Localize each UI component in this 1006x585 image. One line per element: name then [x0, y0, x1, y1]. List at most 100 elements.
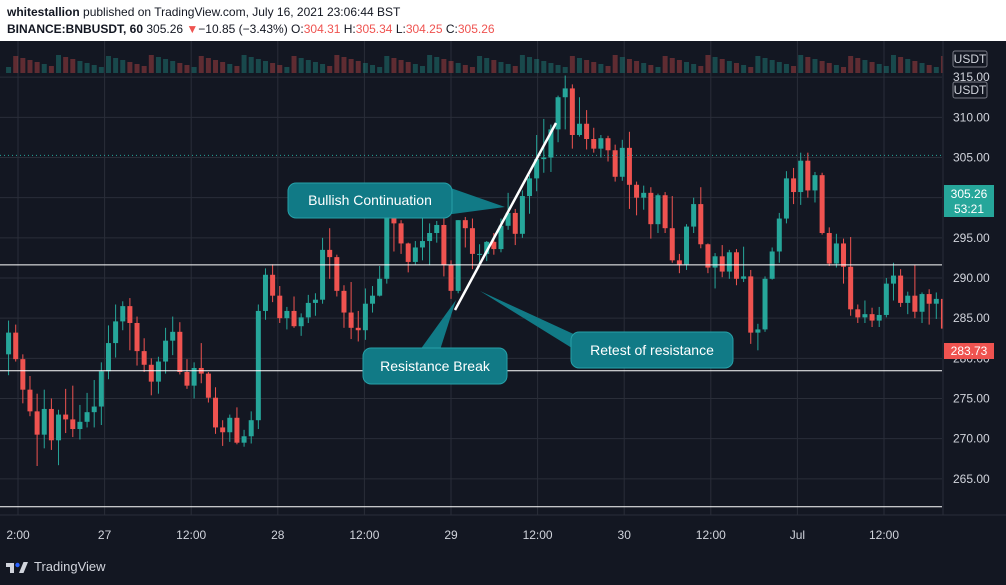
candle-body	[48, 408, 54, 441]
candle-body	[605, 138, 611, 151]
candle-body	[676, 260, 682, 265]
volume-bar	[20, 58, 26, 73]
candle-body	[684, 226, 690, 265]
volume-bar	[662, 56, 668, 73]
volume-bar	[91, 65, 97, 73]
volume-bar	[120, 60, 126, 73]
volume-bar	[898, 57, 904, 73]
candle-body	[305, 302, 311, 318]
volume-bar	[234, 66, 240, 73]
candle-body	[562, 88, 568, 98]
candle-body	[341, 290, 347, 313]
price-tick-label: 265.00	[953, 472, 990, 486]
time-tick-label: 2:00	[6, 528, 30, 542]
candle-body	[205, 373, 211, 398]
candles	[6, 75, 946, 466]
volume-bar	[384, 56, 390, 73]
candle-body	[691, 204, 697, 227]
candle-body	[41, 408, 47, 435]
current-price-value: 305.26	[951, 187, 988, 201]
candle-body	[248, 420, 254, 437]
volume-bar	[926, 65, 932, 73]
volume-bar	[327, 66, 333, 73]
candle-body	[548, 129, 554, 158]
candle-body	[56, 414, 62, 441]
candle-body	[412, 247, 418, 262]
volume-bar	[605, 66, 611, 73]
candle-body	[441, 224, 447, 266]
volume-bar	[684, 62, 690, 73]
volume-bar	[227, 64, 233, 73]
volume-bar	[191, 67, 197, 73]
candle-body	[362, 303, 368, 331]
callout-retest: Retest of resistance	[480, 291, 734, 369]
author-name[interactable]: whitestallion	[7, 5, 80, 19]
candle-body	[334, 257, 340, 291]
volume-bar	[213, 60, 219, 73]
volume-bar	[748, 67, 754, 73]
time-tick-label: 12:00	[349, 528, 379, 542]
volume-bar	[405, 62, 411, 73]
candle-body	[869, 314, 875, 321]
volume-bar	[691, 64, 697, 73]
volume-bar	[933, 67, 939, 73]
volume-bar	[641, 63, 647, 73]
volume-bar	[569, 56, 575, 73]
volume-bar	[198, 56, 204, 73]
volume-bar	[334, 55, 340, 73]
currency-tag-1: USDT	[952, 50, 988, 68]
candle-body	[291, 310, 297, 327]
candle-body	[405, 243, 411, 262]
candle-body	[270, 274, 276, 296]
candle-body	[798, 160, 804, 193]
volume-bar	[34, 62, 40, 73]
low-value: 304.25	[405, 22, 443, 36]
volume-bar	[769, 60, 775, 73]
close-label: C:	[445, 22, 458, 36]
volume-bars	[6, 55, 946, 73]
volume-bar	[148, 55, 154, 73]
volume-bar	[298, 58, 304, 73]
volume-bar	[419, 66, 425, 73]
candle-body	[113, 321, 119, 344]
time-tick-label: 12:00	[176, 528, 206, 542]
volume-bar	[277, 65, 283, 73]
volume-bar	[163, 59, 169, 73]
candle-body	[391, 214, 397, 224]
volume-bar	[698, 66, 704, 73]
volume-bar	[812, 59, 818, 73]
published-text: published on TradingView.com, July 16, 2…	[79, 5, 401, 19]
candle-body	[541, 157, 547, 160]
candle-body	[534, 159, 540, 179]
price-tick-label: 305.00	[953, 150, 990, 164]
volume-bar	[626, 59, 632, 73]
candle-body	[134, 322, 140, 352]
volume-bar	[883, 66, 889, 73]
volume-bar	[248, 57, 254, 73]
candle-body	[491, 241, 497, 250]
candle-body	[163, 340, 169, 362]
volume-bar	[869, 62, 875, 73]
volume-bar	[220, 62, 226, 73]
volume-bar	[584, 60, 590, 73]
volume-bar	[177, 63, 183, 73]
volume-bar	[534, 59, 540, 73]
chart-header: whitestallion published on TradingView.c…	[0, 0, 1006, 41]
chart-area[interactable]: 291.64278.46261.52 Bullish Continuation …	[0, 41, 1006, 585]
last-close-tag: 283.73	[944, 343, 994, 359]
candle-body	[348, 312, 354, 328]
volume-bar	[848, 56, 854, 73]
candle-body	[712, 256, 718, 268]
price-chart[interactable]: 291.64278.46261.52 Bullish Continuation …	[0, 41, 1006, 585]
volume-bar	[341, 57, 347, 73]
current-price-tag: 305.26 53:21	[944, 185, 994, 217]
volume-bar	[783, 64, 789, 73]
candle-body	[726, 252, 732, 272]
symbol-line: BINANCE:BNBUSDT, 60 305.26 ▼−10.85 (−3.4…	[7, 22, 495, 36]
candle-body	[63, 414, 69, 420]
candle-body	[719, 256, 725, 272]
candle-body	[320, 249, 326, 300]
candle-body	[776, 218, 782, 252]
symbol-name[interactable]: BINANCE:BNBUSDT, 60	[7, 22, 144, 36]
candle-body	[698, 204, 704, 245]
